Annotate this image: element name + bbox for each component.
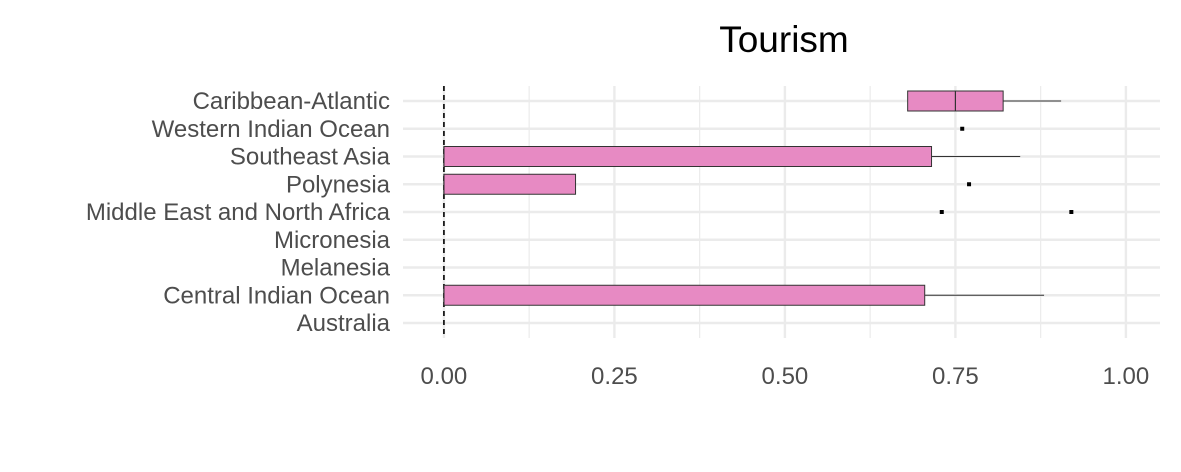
boxplot-caribbean-atlantic (907, 90, 1062, 112)
outlier-point (1069, 210, 1074, 214)
category-label: Western Indian Ocean (152, 116, 390, 143)
category-label: Australia (297, 310, 391, 337)
category-label: Middle East and North Africa (86, 199, 391, 226)
boxplot-middle-east-and-north-africa (939, 210, 1074, 214)
x-tick-label: 0.50 (762, 363, 809, 390)
box (443, 173, 577, 195)
boxplot-western-indian-ocean (960, 126, 965, 131)
box (443, 284, 926, 306)
category-label: Melanesia (281, 255, 391, 282)
chart-title: Tourism (719, 19, 849, 60)
category-label: Southeast Asia (230, 144, 391, 171)
outlier-point (939, 210, 944, 214)
category-label: Micronesia (274, 227, 391, 254)
x-tick-label: 0.25 (591, 363, 638, 390)
boxplot-polynesia (443, 173, 972, 195)
box (443, 146, 933, 167)
x-tick-label: 0.00 (421, 363, 468, 390)
category-label: Polynesia (286, 171, 391, 198)
category-label: Caribbean-Atlantic (193, 88, 390, 115)
boxplot-central-indian-ocean (443, 284, 1045, 306)
x-tick-label: 0.75 (932, 363, 979, 390)
boxplot-southeast-asia (443, 146, 1021, 167)
category-label: Central Indian Ocean (163, 282, 390, 309)
outlier-point (967, 182, 972, 187)
x-tick-label: 1.00 (1103, 363, 1150, 390)
point (960, 126, 965, 131)
box-layer (443, 90, 1074, 306)
